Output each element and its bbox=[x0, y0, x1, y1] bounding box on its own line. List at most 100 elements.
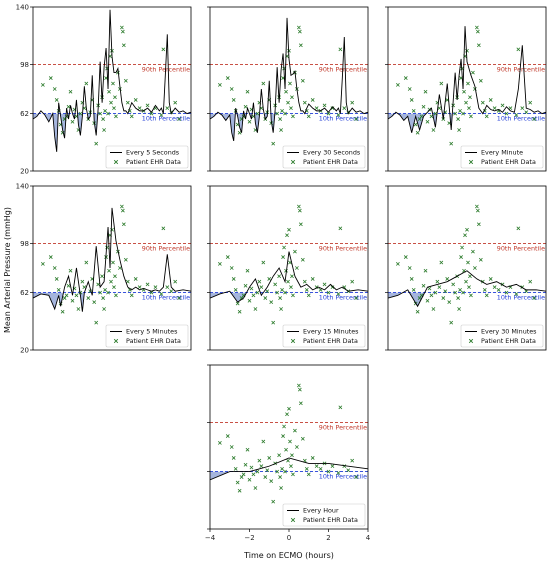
ehr-point bbox=[409, 98, 414, 102]
ehr-point bbox=[449, 141, 454, 146]
ehr-point bbox=[68, 268, 73, 273]
ehr-point bbox=[314, 464, 319, 469]
ehr-point bbox=[514, 292, 519, 296]
ehr-point bbox=[114, 293, 118, 298]
ehr-point bbox=[249, 286, 254, 291]
ehr-point bbox=[302, 279, 307, 284]
ehr-point bbox=[484, 293, 489, 298]
ehr-point bbox=[290, 453, 294, 458]
ehr-point bbox=[161, 226, 166, 231]
ehr-point bbox=[94, 320, 99, 325]
ehr-point bbox=[217, 83, 222, 87]
legend-ehr-label: Patient EHR Data bbox=[303, 516, 358, 524]
ehr-point bbox=[459, 255, 463, 259]
ehr-point bbox=[249, 465, 254, 470]
p10-label: 10th Percentile bbox=[497, 294, 545, 302]
ehr-point bbox=[429, 293, 434, 298]
ehr-point bbox=[291, 472, 295, 477]
signal-line bbox=[210, 17, 368, 142]
ehr-point bbox=[40, 262, 45, 266]
ehr-point bbox=[453, 111, 458, 116]
ehr-point bbox=[107, 268, 111, 273]
signal-line bbox=[388, 26, 546, 133]
below-threshold-fill bbox=[210, 292, 264, 303]
y-tick-label: 140 bbox=[16, 4, 29, 12]
ehr-point bbox=[287, 406, 291, 411]
p90-label: 90th Percentile bbox=[497, 65, 545, 73]
ehr-point bbox=[159, 113, 164, 117]
ehr-point bbox=[123, 257, 128, 262]
p10-label: 10th Percentile bbox=[142, 294, 190, 302]
ehr-point bbox=[395, 262, 400, 266]
ehr-point bbox=[263, 475, 268, 479]
ehr-point bbox=[433, 290, 438, 295]
legend-interval-label: Every 5 Minutes bbox=[126, 328, 178, 336]
ehr-point bbox=[269, 300, 274, 305]
ehr-point bbox=[407, 266, 412, 270]
ehr-point bbox=[346, 468, 351, 473]
ehr-point bbox=[445, 277, 450, 281]
legend-interval-label: Every 5 Seconds bbox=[126, 149, 180, 157]
ehr-point bbox=[177, 296, 182, 300]
ehr-point bbox=[425, 119, 430, 124]
ehr-point bbox=[243, 104, 248, 109]
ehr-point bbox=[281, 434, 285, 438]
plot-frame bbox=[32, 185, 192, 351]
legend-ehr-label: Patient EHR Data bbox=[126, 158, 181, 166]
ehr-point bbox=[233, 466, 238, 471]
ehr-point bbox=[225, 76, 230, 80]
ehr-point bbox=[492, 106, 497, 111]
ehr-point bbox=[437, 285, 442, 290]
ehr-point bbox=[282, 424, 286, 429]
ehr-point bbox=[456, 117, 460, 121]
ehr-point bbox=[102, 307, 106, 311]
ehr-point bbox=[229, 445, 234, 449]
ehr-point bbox=[338, 226, 343, 231]
plot-frame bbox=[209, 185, 369, 351]
ehr-point bbox=[113, 274, 117, 279]
ehr-point bbox=[403, 255, 408, 259]
below-threshold-fill bbox=[33, 113, 191, 152]
ehr-point bbox=[263, 296, 268, 300]
ehr-point bbox=[286, 100, 290, 105]
p10-label: 10th Percentile bbox=[319, 294, 367, 302]
ehr-point bbox=[66, 283, 71, 288]
ehr-point bbox=[322, 103, 327, 108]
ehr-point bbox=[123, 78, 128, 83]
ehr-point bbox=[133, 277, 138, 281]
ehr-point bbox=[233, 287, 238, 292]
ehr-point bbox=[245, 89, 250, 94]
legend-marker-swatch bbox=[290, 338, 296, 344]
ehr-points bbox=[395, 25, 537, 146]
ehr-point bbox=[243, 462, 248, 467]
ehr-point bbox=[297, 208, 302, 213]
ehr-point bbox=[484, 114, 489, 119]
ehr-point bbox=[82, 285, 87, 290]
ehr-point bbox=[261, 81, 266, 86]
ehr-point bbox=[283, 469, 287, 474]
ehr-point bbox=[257, 458, 262, 463]
ehr-point bbox=[114, 114, 118, 119]
ehr-point bbox=[298, 43, 303, 48]
ehr-point bbox=[98, 111, 103, 116]
p10-label: 10th Percentile bbox=[497, 115, 545, 123]
ehr-point bbox=[112, 285, 116, 290]
chart-panel-3: 90th Percentile 10th Percentile Every Minu… bbox=[385, 6, 547, 172]
ehr-point bbox=[516, 47, 521, 52]
ehr-point bbox=[314, 106, 319, 111]
ehr-point bbox=[269, 479, 274, 484]
ehr-point bbox=[482, 287, 487, 292]
ehr-point bbox=[435, 279, 440, 284]
ehr-point bbox=[500, 103, 505, 108]
ehr-point bbox=[290, 274, 294, 279]
ehr-points bbox=[40, 204, 182, 325]
x-axis-label: Time on ECMO (hours) bbox=[243, 551, 334, 560]
x-tick-label: −2 bbox=[244, 534, 254, 542]
ehr-point bbox=[295, 266, 299, 270]
ehr-point bbox=[474, 25, 479, 30]
legend-interval-label: Every 15 Minutes bbox=[303, 328, 359, 336]
x-tick-label: 0 bbox=[287, 534, 291, 542]
